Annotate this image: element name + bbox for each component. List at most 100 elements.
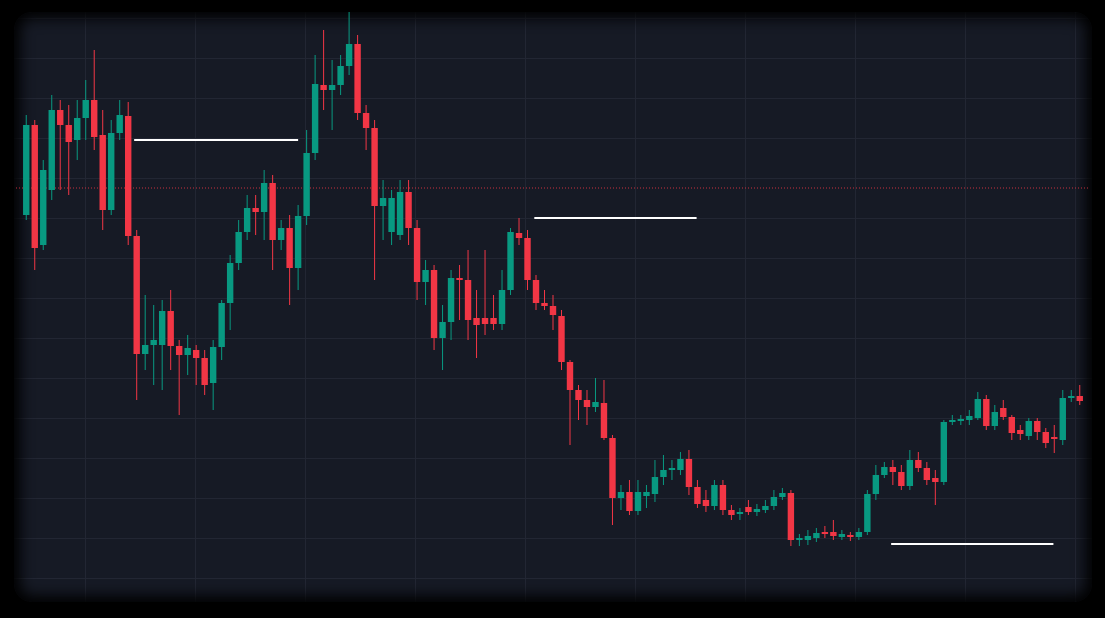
candle-body: [226, 263, 234, 303]
candle-body: [592, 402, 599, 407]
candle-body: [362, 113, 370, 128]
candle-body: [150, 340, 157, 345]
candle-body: [532, 280, 540, 303]
candle-body: [473, 318, 480, 325]
candle-body: [898, 472, 905, 486]
candle-body: [1076, 396, 1083, 401]
candle-body: [541, 303, 548, 306]
candle-body: [694, 487, 701, 504]
candle-body: [235, 232, 242, 263]
candle-body: [949, 420, 956, 422]
candle-body: [345, 44, 353, 66]
candle-body: [617, 492, 625, 498]
candle-body: [677, 459, 684, 470]
candle-body: [167, 311, 174, 346]
candle-body: [736, 512, 744, 514]
candle-body: [74, 118, 81, 140]
candle-body: [651, 477, 659, 494]
candle-body: [133, 236, 140, 354]
candle-body: [201, 358, 208, 385]
candle-body: [1008, 417, 1015, 433]
candle-body: [141, 345, 149, 354]
candle-body: [490, 318, 497, 324]
candle-body: [303, 153, 310, 216]
candle-body: [354, 44, 361, 113]
candle-body: [855, 532, 863, 537]
candle-body: [430, 270, 438, 338]
candle-body: [906, 460, 914, 486]
candle-body: [439, 322, 446, 338]
candle-body: [379, 198, 387, 206]
candle-body: [983, 399, 990, 426]
candle-body: [481, 318, 489, 324]
candle-body: [711, 485, 718, 506]
candle-body: [1068, 396, 1075, 398]
candle-body: [294, 216, 302, 268]
candle-body: [311, 84, 319, 153]
candle-body: [515, 233, 523, 238]
candle-body: [966, 416, 973, 420]
candle-body: [1042, 432, 1049, 443]
candle-body: [91, 100, 98, 137]
candle-body: [872, 475, 880, 494]
candle-body: [1025, 421, 1032, 436]
candle-body: [634, 492, 642, 511]
candle-body: [209, 347, 217, 383]
candle-body: [218, 303, 225, 347]
candle-body: [158, 311, 166, 345]
candle-body: [116, 115, 123, 133]
candle-body: [388, 198, 395, 232]
candle-body: [456, 278, 463, 280]
candle-body: [405, 192, 412, 228]
candle-body: [286, 228, 293, 268]
candle-body: [57, 110, 64, 125]
candle-body: [957, 419, 965, 421]
candle-body: [31, 125, 38, 248]
candle-body: [668, 468, 676, 470]
candle-body: [413, 228, 421, 282]
candle-body: [1051, 437, 1058, 439]
candle-body: [719, 485, 727, 510]
candle-body: [770, 497, 778, 506]
candle-body: [23, 125, 30, 215]
candle-body: [125, 116, 132, 236]
candle-body: [685, 459, 693, 487]
candle-body: [524, 238, 531, 280]
candle-body: [940, 422, 948, 482]
candle-body: [192, 350, 200, 358]
candle-body: [609, 438, 616, 498]
candle-body: [847, 535, 854, 537]
candle-body: [464, 280, 472, 320]
candle-body: [728, 510, 735, 515]
candle-body: [753, 509, 761, 512]
candle-body: [252, 208, 259, 212]
candle-body: [48, 110, 55, 190]
candle-body: [779, 493, 786, 497]
candle-body: [804, 536, 812, 540]
candle-body: [660, 470, 667, 477]
candle-body: [498, 290, 506, 324]
candle-body: [745, 507, 752, 512]
candle-body: [643, 492, 650, 496]
candle-body: [447, 278, 455, 322]
candle-body: [99, 135, 106, 210]
candle-body: [507, 232, 514, 290]
candle-body: [396, 192, 404, 235]
candle-body: [277, 228, 285, 240]
candle-body: [1059, 398, 1066, 440]
candle-body: [175, 346, 183, 355]
candle-body: [702, 500, 710, 506]
candle-body: [787, 493, 795, 540]
candle-body: [1000, 408, 1007, 417]
candle-body: [260, 183, 268, 212]
candle-body: [838, 534, 846, 537]
candle-body: [923, 468, 931, 480]
candle-body: [813, 533, 820, 538]
candle-body: [1034, 421, 1041, 432]
candle-body: [796, 538, 803, 540]
candle-body: [108, 133, 115, 210]
candle-body: [269, 183, 276, 240]
candle-body: [337, 66, 344, 85]
